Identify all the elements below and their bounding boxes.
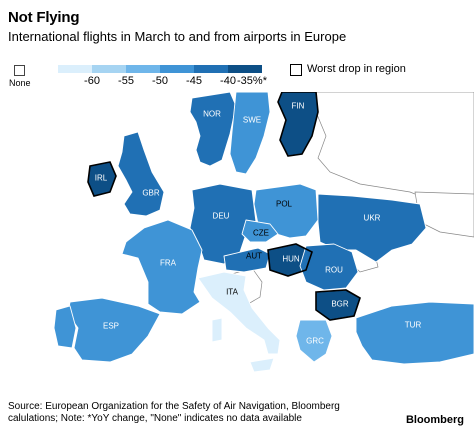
country-grc: [295, 319, 333, 363]
legend-none-label: None: [9, 78, 31, 88]
brand-logo: Bloomberg: [405, 414, 464, 426]
legend-tick-5: -40: [220, 75, 236, 87]
country-fra: [121, 219, 203, 315]
legend-swatch-6: [228, 65, 262, 73]
country-ita: [197, 271, 281, 355]
source-note: Source: European Organization for the Sa…: [8, 401, 340, 425]
country-prt: [53, 305, 77, 349]
label-ukr: UKR: [363, 213, 381, 223]
legend-swatch-1: [58, 65, 92, 73]
worst-drop-outlines: [87, 92, 361, 321]
legend-ticks: -60 -55 -50 -45 -40 -35%*: [58, 75, 267, 89]
country-ita-sicily: [249, 357, 275, 373]
legend-none-swatch: [14, 65, 25, 76]
country-aut: [223, 247, 271, 273]
source-line-2: calulations; Note: *YoY change, "None" i…: [8, 413, 302, 424]
country-swe: [229, 92, 271, 175]
legend-color-scale: [58, 65, 262, 73]
country-esp: [67, 297, 161, 363]
label-tur: TUR: [404, 320, 422, 330]
legend-tick-2: -55: [118, 75, 134, 87]
label-esp: ESP: [102, 321, 120, 331]
label-cze: CZE: [253, 228, 269, 238]
label-fin: FIN: [291, 101, 305, 111]
country-nor: [189, 92, 237, 167]
label-aut: AUT: [246, 251, 262, 261]
label-gbr: GBR: [142, 188, 160, 198]
label-pol: POL: [275, 199, 293, 209]
label-fra: FRA: [160, 258, 176, 268]
worst-drop-hun: [267, 243, 313, 277]
chart-title: Not Flying: [8, 9, 80, 26]
country-gbr: [117, 131, 165, 217]
label-irl: IRL: [94, 173, 108, 183]
legend-tick-4: -45: [186, 75, 202, 87]
europe-map: NOR SWE FIN IRL GBR POL DEU UKR CZE FRA …: [0, 92, 474, 394]
legend-swatch-5: [194, 65, 228, 73]
label-deu: DEU: [212, 211, 230, 221]
label-bgr: BGR: [331, 299, 349, 309]
worst-drop-bgr: [315, 289, 361, 321]
country-ukr: [317, 193, 427, 263]
label-swe: SWE: [242, 115, 262, 125]
legend-swatch-2: [92, 65, 126, 73]
legend-tick-3: -50: [152, 75, 168, 87]
source-line-1: Source: European Organization for the Sa…: [8, 401, 340, 412]
country-ita-sardinia: [211, 317, 223, 343]
legend-swatch-3: [126, 65, 160, 73]
label-grc: GRC: [306, 336, 324, 346]
legend-tick-1: -60: [84, 75, 100, 87]
legend-tick-6: -35%*: [237, 75, 267, 87]
chart-subtitle: International flights in March to and fr…: [8, 29, 347, 44]
country-cze: [241, 219, 279, 243]
legend-swatch-4: [160, 65, 194, 73]
country-tur: [355, 301, 474, 365]
label-rou: ROU: [325, 265, 343, 275]
legend: None -60 -55 -50 -45 -40 -35%* Worst dro…: [0, 62, 474, 92]
legend-worst-drop-swatch: [290, 64, 302, 76]
label-hun: HUN: [282, 254, 300, 264]
legend-worst-drop-label: Worst drop in region: [307, 63, 406, 75]
worst-drop-irl: [87, 161, 117, 197]
label-ita: ITA: [226, 287, 238, 297]
map-svg: [53, 92, 474, 373]
worst-drop-fin: [277, 92, 319, 157]
label-nor: NOR: [203, 109, 221, 119]
